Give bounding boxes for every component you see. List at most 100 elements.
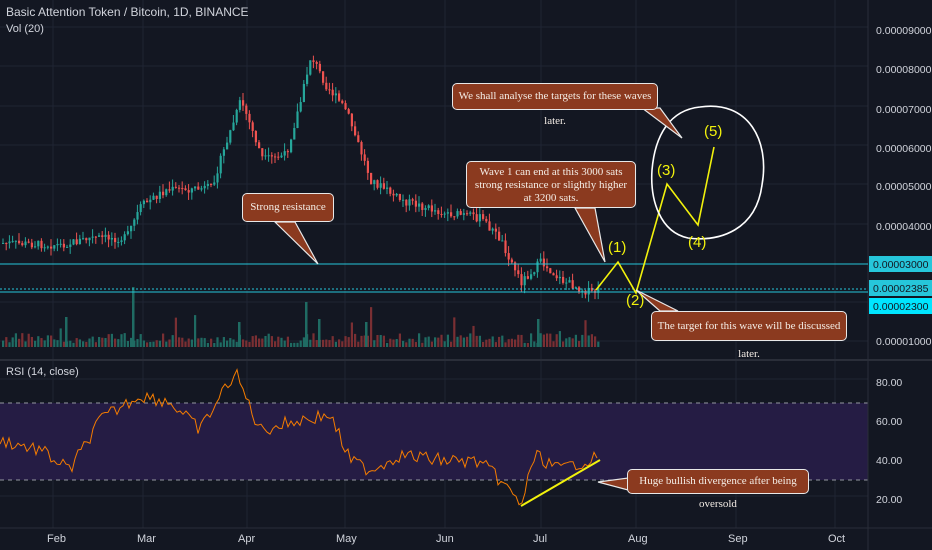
candle-body xyxy=(194,186,197,189)
volume-bar xyxy=(571,338,574,347)
candle-body xyxy=(565,282,568,284)
candle-body xyxy=(85,238,88,241)
candle-body xyxy=(318,63,321,72)
candle-body xyxy=(283,151,286,156)
wave-label-5: (5) xyxy=(704,123,722,140)
volume-indicator-label[interactable]: Vol (20) xyxy=(6,23,44,35)
volume-bar xyxy=(139,334,142,347)
volume-bar xyxy=(360,335,363,347)
volume-bar xyxy=(363,335,366,347)
volume-bar xyxy=(37,336,40,347)
candle-body xyxy=(446,212,449,214)
candle-body xyxy=(504,240,507,254)
candle-body xyxy=(120,240,123,242)
volume-bar xyxy=(235,341,238,347)
candle-body xyxy=(347,109,350,114)
candle-body xyxy=(558,276,561,279)
candle-body xyxy=(43,247,46,249)
volume-bar xyxy=(283,340,286,347)
volume-bar xyxy=(53,339,56,347)
volume-bar xyxy=(395,339,398,347)
candle-body xyxy=(414,200,417,207)
volume-bar xyxy=(216,337,219,347)
candle-body xyxy=(152,195,155,200)
candle-body xyxy=(578,287,581,292)
candle-body xyxy=(293,128,296,140)
volume-bar xyxy=(537,319,540,347)
wave1-callout[interactable]: Wave 1 can end at this 3000 sats strong … xyxy=(466,161,636,208)
candle-body xyxy=(264,155,267,157)
volume-bar xyxy=(2,340,5,347)
volume-bar xyxy=(8,342,11,347)
rsi-tick: 80.00 xyxy=(876,377,902,389)
volume-bar xyxy=(206,342,209,347)
candle-body xyxy=(430,205,433,212)
strong-resistance-callout[interactable]: Strong resistance xyxy=(242,193,334,222)
candle-body xyxy=(437,210,440,215)
candle-body xyxy=(203,185,206,189)
volume-bar xyxy=(584,320,587,347)
volume-bar xyxy=(210,338,213,347)
volume-bar xyxy=(520,334,523,347)
volume-bar xyxy=(18,338,21,347)
volume-bar xyxy=(366,335,369,347)
candle-body xyxy=(222,149,225,156)
volume-bar xyxy=(430,341,433,347)
candle-body xyxy=(382,183,385,189)
candle-body xyxy=(315,61,318,64)
candle-body xyxy=(354,126,357,136)
candle-body xyxy=(78,238,81,245)
rsi-indicator-label[interactable]: RSI (14, close) xyxy=(6,366,79,378)
volume-bar xyxy=(325,339,328,347)
candle-body xyxy=(501,240,504,242)
divergence-trendline[interactable] xyxy=(520,459,601,507)
volume-bar xyxy=(5,337,8,347)
candle-body xyxy=(520,274,523,286)
volume-bar xyxy=(72,342,75,347)
candle-body xyxy=(242,100,245,106)
candle-body xyxy=(395,193,398,196)
volume-bar xyxy=(98,336,101,347)
candle-body xyxy=(597,287,600,293)
candle-body xyxy=(245,105,248,114)
volume-bar xyxy=(453,317,456,347)
candle-body xyxy=(258,142,261,149)
elliott-wave-path[interactable] xyxy=(595,146,715,296)
candle-body xyxy=(267,155,270,157)
volume-bar xyxy=(258,338,261,347)
volume-bar xyxy=(539,333,542,347)
candle-body xyxy=(232,122,235,131)
candle-body xyxy=(174,186,177,188)
volume-bar xyxy=(158,340,161,347)
candle-body xyxy=(411,199,414,201)
targets-callout[interactable]: We shall analyse the targets for these w… xyxy=(452,83,658,127)
candle-body xyxy=(418,203,421,207)
symbol-title[interactable]: Basic Attention Token / Bitcoin, 1D, BIN… xyxy=(6,5,249,19)
candle-body xyxy=(62,243,65,248)
candle-body xyxy=(190,188,193,193)
candle-body xyxy=(402,199,405,201)
volume-bar xyxy=(574,334,577,347)
candle-body xyxy=(434,210,437,212)
candle-body xyxy=(334,93,337,96)
volume-bar xyxy=(450,341,453,347)
candle-body xyxy=(104,234,107,237)
candle-body xyxy=(373,180,376,185)
volume-bar xyxy=(152,341,155,347)
volume-bar xyxy=(219,342,222,347)
divergence-callout[interactable]: Huge bullish divergence after being over… xyxy=(627,469,809,510)
candle-body xyxy=(466,213,469,215)
volume-bar xyxy=(597,341,600,347)
price-tick: 0.00008000 xyxy=(876,64,932,76)
target-circle[interactable] xyxy=(650,105,765,240)
candle-body xyxy=(312,60,315,62)
volume-bar xyxy=(56,340,59,347)
rsi-tick: 40.00 xyxy=(876,455,902,467)
volume-bar xyxy=(501,335,504,347)
candle-body xyxy=(40,240,43,249)
candle-body xyxy=(552,273,555,276)
volume-bar xyxy=(123,333,126,347)
target-wave-callout[interactable]: The target for this wave will be discuss… xyxy=(651,311,847,360)
wave-label-1: (1) xyxy=(608,239,626,256)
